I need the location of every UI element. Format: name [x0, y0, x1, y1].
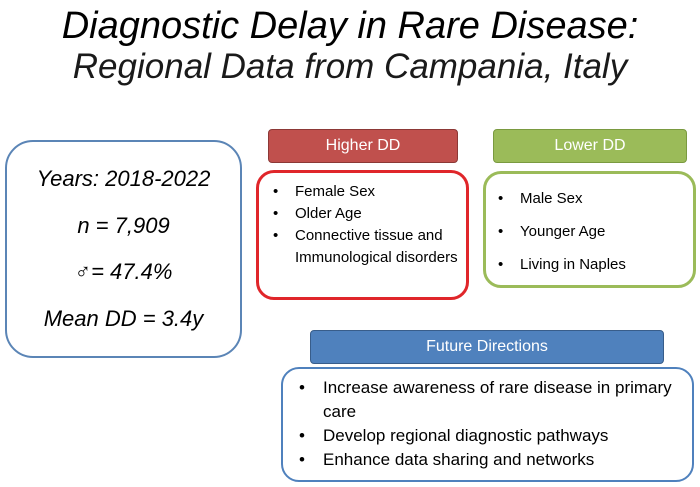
bullet-icon: • [498, 256, 504, 273]
bullet-icon: • [498, 223, 504, 240]
higher-dd-list: • Female Sex • Older Age • Connective tissu… [273, 181, 463, 269]
list-item: • Older Age [273, 203, 463, 225]
lower-dd-list: • Male Sex • Younger Age • Living in Naples [498, 188, 688, 287]
bullet-icon: • [273, 183, 279, 200]
list-item-text: Male Sex [520, 190, 583, 207]
bullet-icon: • [498, 190, 504, 207]
future-directions-box: • Increase awareness of rare disease in p… [281, 367, 694, 482]
list-item: • Enhance data sharing and networks [299, 448, 689, 472]
list-item-text: Older Age [295, 205, 362, 222]
bullet-icon: • [273, 227, 279, 244]
bullet-icon: • [273, 205, 279, 222]
list-item-text: Increase awareness of rare disease in pr… [323, 378, 672, 421]
list-item-text: Connective tissue and Immunological diso… [295, 227, 458, 266]
list-item-text: Younger Age [520, 223, 606, 240]
list-item: • Younger Age [498, 221, 688, 243]
stats-box: Years: 2018-2022 n = 7,909 ♂= 47.4% Mean… [5, 140, 242, 358]
bullet-icon: • [299, 450, 305, 469]
list-item-text: Female Sex [295, 183, 376, 200]
list-item: • Connective tissue and Immunological dis… [273, 225, 463, 269]
lower-dd-header: Lower DD [493, 129, 687, 163]
stat-n: n = 7,909 [77, 212, 170, 238]
higher-dd-box: • Female Sex • Older Age • Connective tissu… [256, 170, 469, 300]
list-item: • Living in Naples [498, 254, 688, 276]
title-line-1: Diagnostic Delay in Rare Disease: [61, 5, 639, 47]
list-item: • Develop regional diagnostic pathways [299, 424, 689, 448]
list-item: • Increase awareness of rare disease in p… [299, 376, 689, 424]
stat-years: Years: 2018-2022 [36, 166, 211, 192]
future-directions-list: • Increase awareness of rare disease in p… [299, 376, 689, 472]
future-directions-header: Future Directions [310, 330, 664, 364]
lower-dd-box: • Male Sex • Younger Age • Living in Naples [483, 171, 696, 288]
list-item: • Male Sex [498, 188, 688, 210]
title-line-2: Regional Data from Campania, Italy [72, 47, 628, 86]
bullet-icon: • [299, 378, 305, 397]
list-item: • Female Sex [273, 181, 463, 203]
list-item-text: Enhance data sharing and networks [323, 450, 595, 469]
stat-male-percent: ♂= 47.4% [74, 259, 173, 285]
stat-mean-dd: Mean DD = 3.4y [43, 305, 204, 331]
list-item-text: Develop regional diagnostic pathways [323, 426, 609, 445]
list-item-text: Living in Naples [520, 256, 626, 273]
higher-dd-header: Higher DD [268, 129, 458, 163]
bullet-icon: • [299, 426, 305, 445]
